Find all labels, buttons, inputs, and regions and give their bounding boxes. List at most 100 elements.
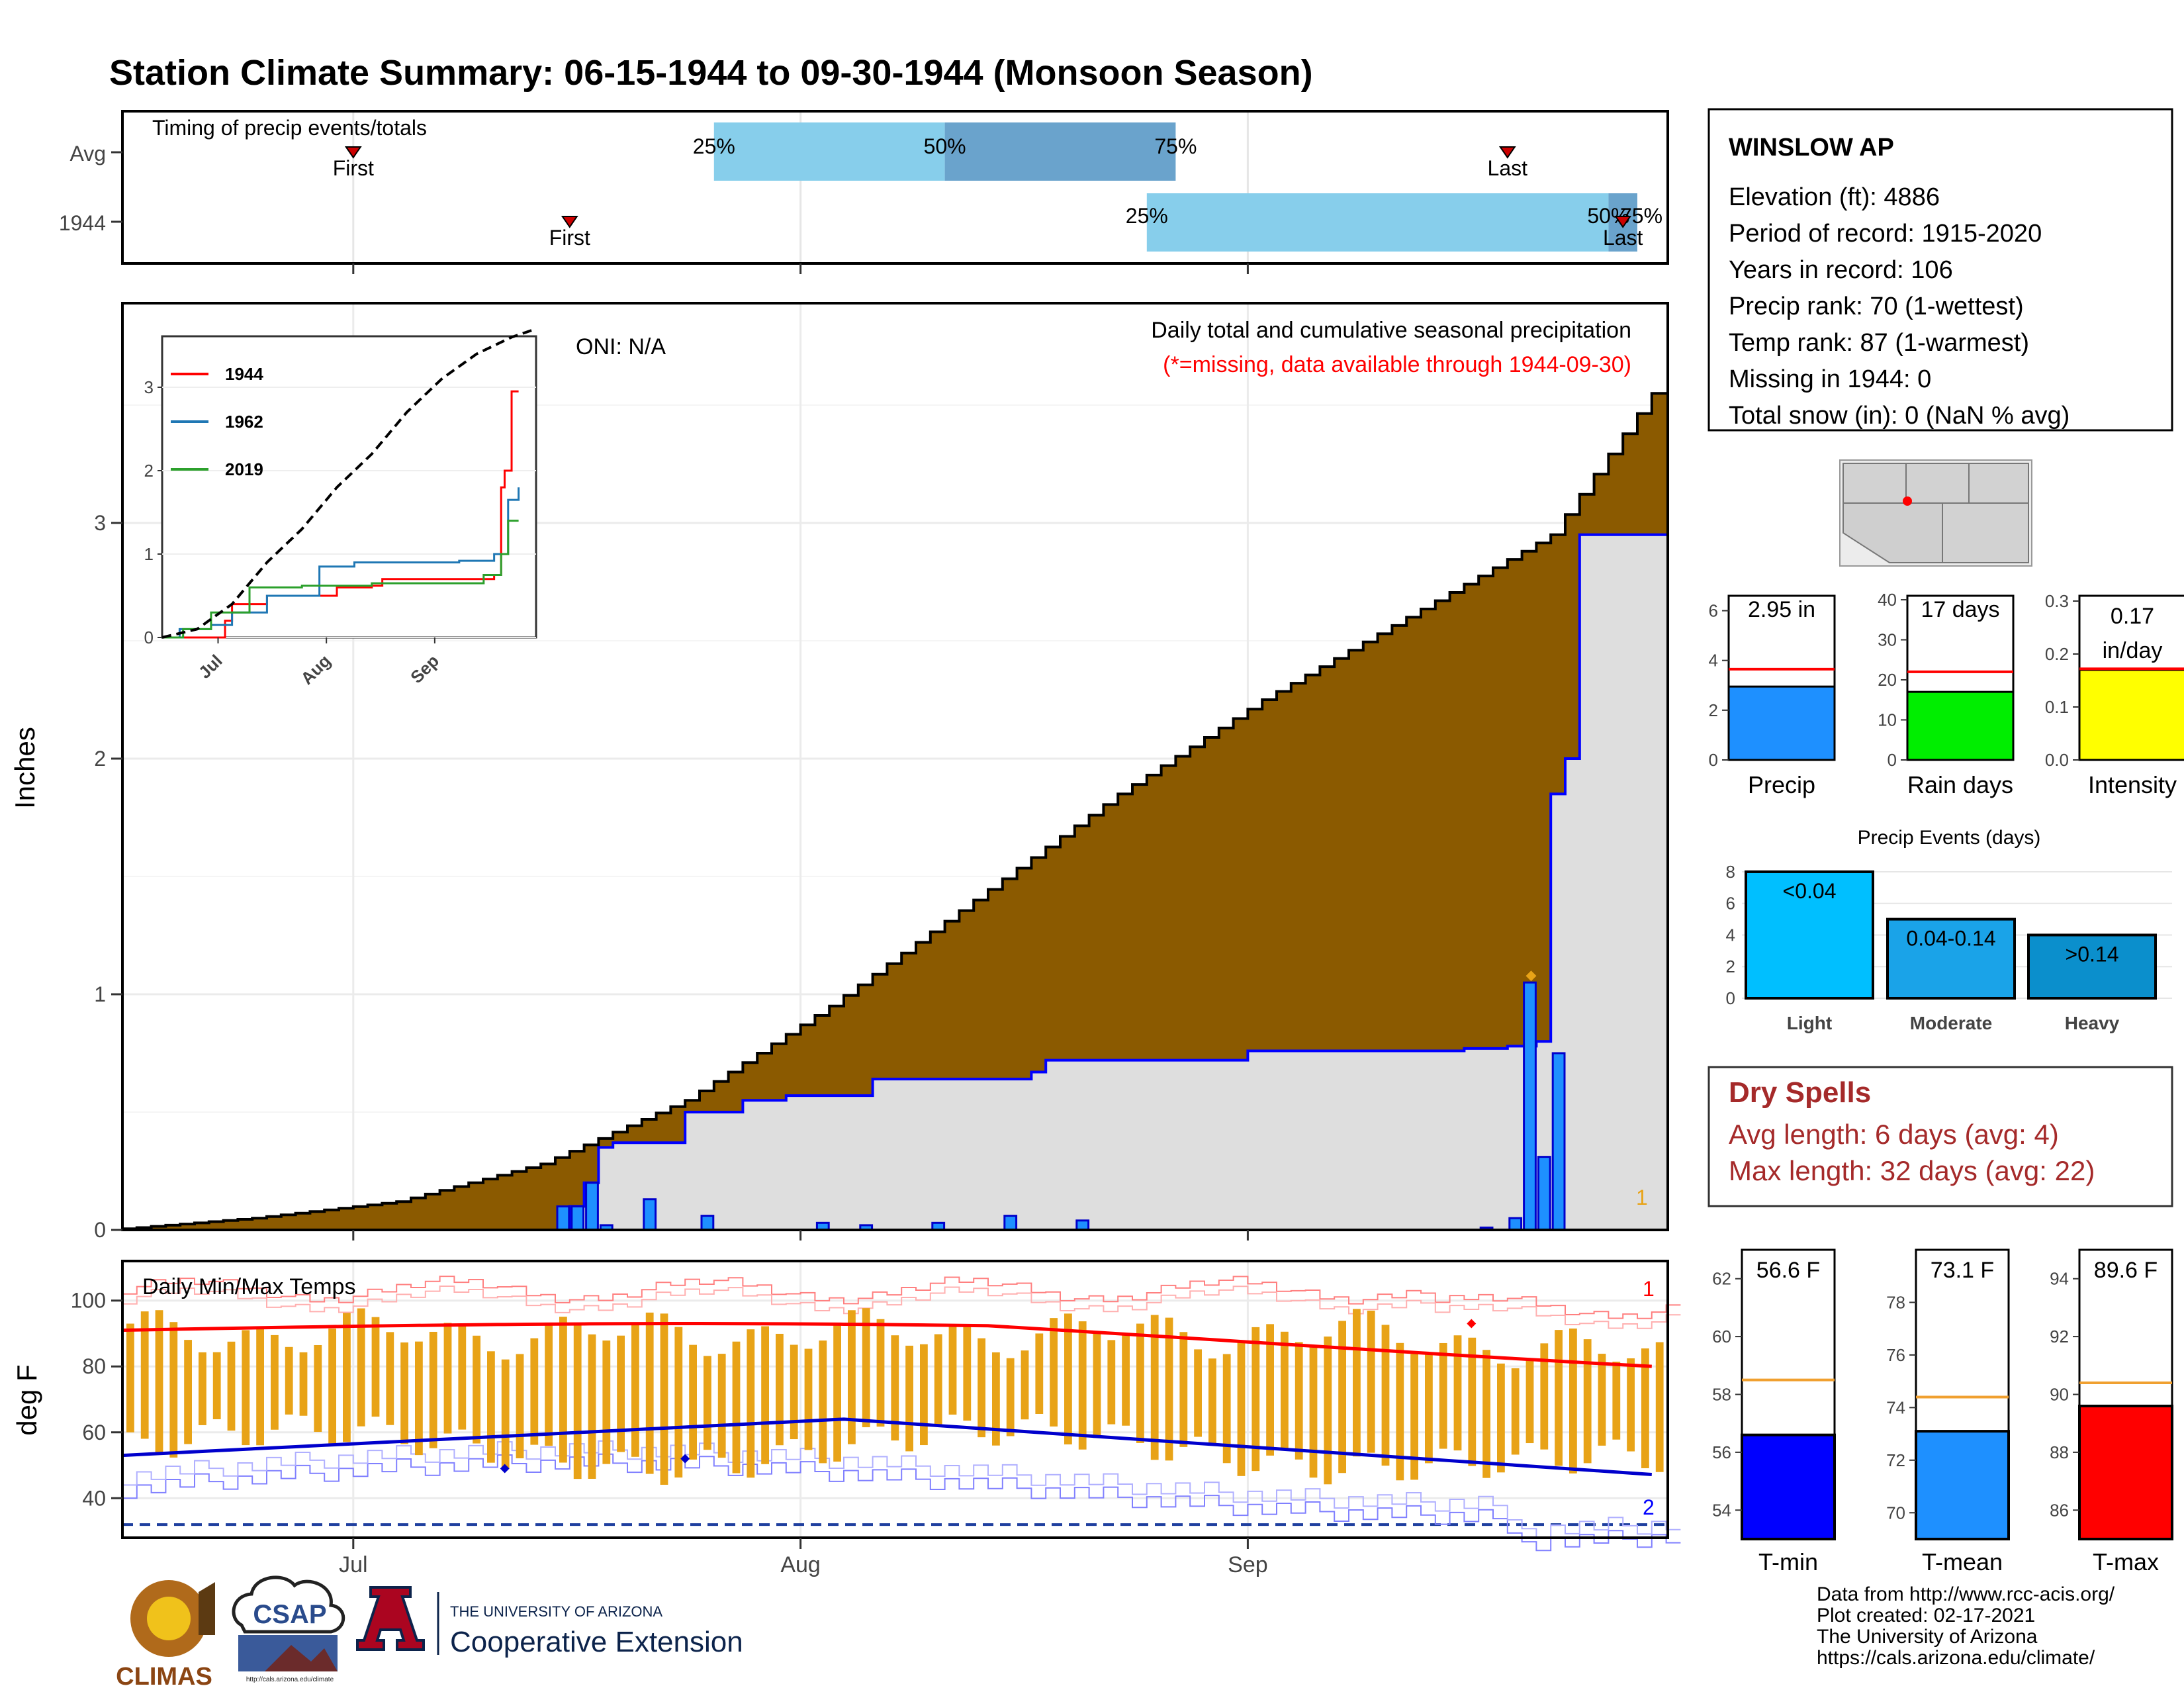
temp-summary-tick-label: 70: [1886, 1503, 1905, 1523]
daily-temp-bar: [1050, 1318, 1058, 1427]
mini-bar-category-label: Intensity: [2088, 771, 2177, 798]
footer-line: Plot created: 02-17-2021: [1817, 1605, 2035, 1626]
figure-title: Station Climate Summary: 06-15-1944 to 0…: [109, 53, 1313, 93]
mini-bar-tick-label: 0.0: [2045, 750, 2069, 770]
daily-temp-bar: [1150, 1315, 1159, 1460]
daily-temp-bar: [732, 1341, 741, 1474]
daily-precip-bar: [1075, 1219, 1090, 1231]
record-high-line: [122, 1276, 1681, 1319]
station-info-frame: [1707, 108, 2173, 432]
daily-temp-bar: [617, 1335, 625, 1452]
dry-spells-max: Max length: 32 days (avg: 22): [1729, 1155, 2095, 1186]
mini-bar-tick-label: 40: [1878, 590, 1897, 610]
temp-summary-bars: 54 56 58 60 62 56.6 F T-min 70 72 74 76 78 73.1 F T-m…: [1712, 1248, 2173, 1575]
daily-temp-bar: [1598, 1354, 1606, 1446]
timing-last-label-1: Last: [1603, 226, 1643, 250]
cumulative-1944-line: [122, 533, 1668, 1231]
daily-temp-bar: [1064, 1313, 1072, 1445]
mini-bar-value-label: 17 days: [1921, 597, 1999, 622]
daily-precip-bar: [1537, 1156, 1551, 1231]
daily-temp-bar: [761, 1326, 769, 1464]
climas-logo: CLIMAS: [116, 1580, 215, 1688]
daily-temp-bar: [747, 1329, 755, 1478]
daily-temp-bar: [804, 1348, 813, 1450]
daily-temp-bar: [1555, 1330, 1563, 1466]
daily-temp-bar: [704, 1356, 711, 1450]
logos: CLIMAS CSAP http://cals.arizona.edu/clim…: [116, 1575, 743, 1688]
timing-label-25-0: 25%: [693, 134, 735, 158]
dry-spells-title: Dry Spells: [1729, 1076, 1871, 1109]
temp-y-tick-label: 80: [82, 1354, 106, 1378]
events-y-tick-label: 2: [1726, 957, 1735, 976]
events-bar-moderate: [1886, 917, 2016, 1000]
daily-temp-bar: [559, 1317, 567, 1463]
daily-precip-bar: [570, 1205, 585, 1231]
daily-temp-bar: [212, 1352, 221, 1420]
daily-temp-bar: [963, 1327, 972, 1421]
temp-summary-bar-t-mean: [1915, 1430, 2010, 1540]
temp-summary-category-label: T-mean: [1922, 1548, 2003, 1575]
daily-temp-bar: [227, 1341, 236, 1431]
daily-temp-bar: [1583, 1339, 1592, 1464]
max-temp-marker: [1467, 1319, 1477, 1329]
daily-temp-bar: [573, 1323, 582, 1479]
inset-line-2019: [162, 520, 519, 639]
temp-summary-value-label: 89.6 F: [2094, 1258, 2158, 1283]
temp-summary-tick-label: 86: [2050, 1500, 2069, 1520]
daily-temp-bar: [357, 1308, 365, 1427]
daily-temp-bar: [1309, 1345, 1318, 1478]
temp-summary-tick-label: 94: [2050, 1269, 2069, 1289]
daily-temp-bar: [343, 1313, 351, 1442]
daily-temp-bar: [126, 1323, 134, 1432]
daily-temp-bar: [1439, 1342, 1447, 1449]
mini-bar-category-label: Precip: [1748, 771, 1815, 798]
precip-y-tick-label: 2: [94, 747, 106, 771]
csap-logo: CSAP http://cals.arizona.edu/climate: [232, 1575, 345, 1683]
climas-sun-center: [147, 1597, 191, 1640]
temp-y-tick-label: 40: [82, 1486, 106, 1510]
mini-bar-tick-label: 0: [1709, 750, 1718, 770]
map-state-northeast: [1968, 463, 2029, 504]
map-state-northwest: [1843, 463, 1907, 504]
timing-label-50-0: 50%: [924, 134, 966, 158]
mini-bar-rain-days: [1906, 690, 2015, 761]
inset-y-tick-label: 0: [144, 628, 154, 647]
temp-y-axis-label: deg F: [11, 1364, 42, 1435]
daily-temp-bar: [1425, 1352, 1433, 1464]
inset-y-tick-label: 1: [144, 544, 154, 564]
daily-temp-bar: [386, 1332, 394, 1425]
daily-temp-bar: [1396, 1342, 1404, 1481]
precip-y-axis-label: Inches: [9, 727, 40, 809]
daily-temp-bar: [948, 1325, 957, 1415]
timing-first-marker-0: [344, 146, 362, 159]
ua-university-text: THE UNIVERSITY OF ARIZONA: [450, 1603, 662, 1620]
daily-temp-bar: [1078, 1321, 1087, 1450]
daily-temp-bar: [1107, 1340, 1116, 1425]
mean-max-line: [122, 1322, 1652, 1368]
precip-events-chart: Precip Events (days) 0 2 4 6 8 <0.04 Light 0.04-…: [1726, 827, 2172, 1033]
daily-temp-bar: [645, 1312, 654, 1474]
daily-temp-bar: [819, 1340, 827, 1464]
daily-precip-bar: [700, 1215, 715, 1231]
daily-temp-bar: [487, 1351, 495, 1463]
daily-temp-bar: [1468, 1337, 1477, 1466]
daily-temp-bar: [689, 1344, 697, 1460]
station-name: WINSLOW AP: [1729, 134, 1894, 162]
footer-credits: Data from http://www.rcc-acis.org/Plot c…: [1817, 1583, 2115, 1669]
temp-y-tick-label: 100: [71, 1289, 106, 1313]
events-category-label: Light: [1787, 1013, 1832, 1033]
daily-temp-bar: [400, 1342, 408, 1444]
temp-flag-2: 2: [1643, 1495, 1655, 1519]
cumulative-1944-area: [122, 534, 1668, 1230]
station-details: Elevation (ft): 4886 Period of record: 19…: [1729, 183, 2070, 430]
precip-y-tick-label: 3: [94, 511, 106, 535]
locator-map: [1839, 459, 2032, 567]
events-category-label: Heavy: [2065, 1013, 2120, 1033]
daily-temp-bar: [1627, 1358, 1635, 1452]
daily-temp-bar: [1569, 1328, 1577, 1474]
footer-line: Data from http://www.rcc-acis.org/: [1817, 1583, 2115, 1605]
daily-temp-bar: [271, 1335, 279, 1430]
